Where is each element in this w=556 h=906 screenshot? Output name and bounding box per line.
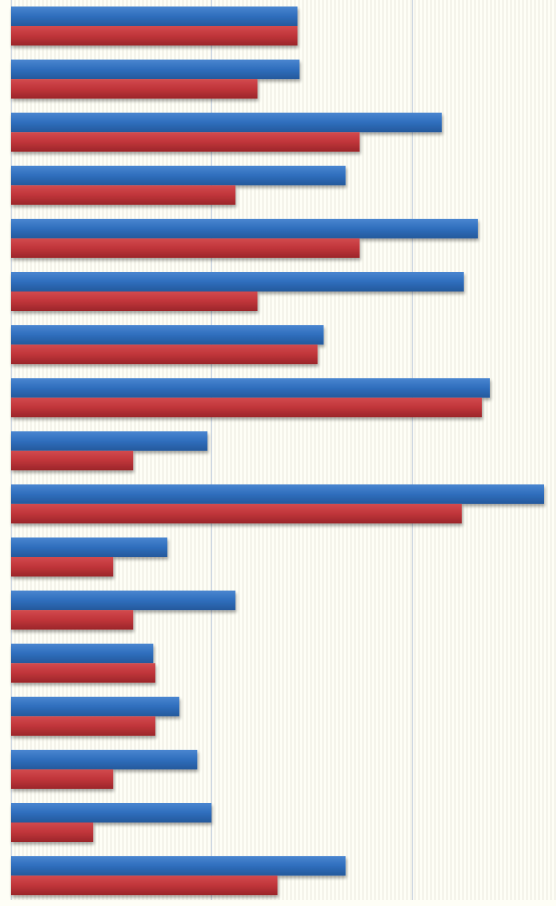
bar-series1-row10 — [11, 484, 544, 504]
bar-series2-row11 — [11, 557, 114, 577]
bar-group-14 — [11, 696, 180, 736]
bar-series2-row3 — [11, 132, 360, 152]
bar-group-17 — [11, 856, 346, 896]
bar-group-2 — [11, 59, 300, 99]
bar-group-4 — [11, 165, 346, 205]
bar-series2-row6 — [11, 291, 258, 311]
bar-series1-row3 — [11, 112, 442, 133]
bar-group-12 — [11, 590, 236, 630]
bar-series1-row14 — [11, 696, 180, 717]
bar-series1-row5 — [11, 218, 478, 239]
bar-group-15 — [11, 749, 198, 789]
bar-series1-row7 — [11, 325, 324, 345]
bars — [11, 6, 544, 896]
bar-series2-row16 — [11, 822, 94, 842]
bar-series2-row14 — [11, 716, 156, 736]
bar-series1-row2 — [11, 59, 300, 80]
bar-group-11 — [11, 537, 168, 577]
bar-series1-row4 — [11, 165, 346, 186]
bar-series2-row1 — [11, 26, 298, 46]
bar-series2-row13 — [11, 663, 156, 683]
bar-group-1 — [11, 6, 298, 46]
bar-series1-row11 — [11, 537, 168, 557]
bar-series1-row12 — [11, 590, 236, 611]
bar-series2-row5 — [11, 238, 360, 258]
bar-series1-row6 — [11, 272, 464, 292]
bar-group-3 — [11, 112, 442, 152]
bar-series2-row17 — [11, 875, 278, 896]
bar-series2-row9 — [11, 450, 134, 471]
bar-group-13 — [11, 643, 156, 683]
bar-series1-row16 — [11, 803, 212, 823]
bar-series2-row7 — [11, 344, 318, 365]
bar-series1-row17 — [11, 856, 346, 876]
bar-group-6 — [11, 272, 464, 311]
bar-series1-row8 — [11, 378, 490, 398]
bar-group-7 — [11, 325, 324, 365]
bar-series1-row15 — [11, 749, 198, 770]
bar-group-8 — [11, 378, 490, 418]
bar-series1-row9 — [11, 431, 208, 451]
bar-series1-row13 — [11, 643, 154, 664]
bar-group-10 — [11, 484, 544, 524]
bar-series2-row8 — [11, 397, 482, 418]
bar-series1-row1 — [11, 6, 298, 26]
bar-series2-row15 — [11, 769, 114, 789]
bar-group-9 — [11, 431, 208, 471]
bar-series2-row2 — [11, 79, 258, 99]
bar-group-5 — [11, 218, 478, 258]
bar-series2-row12 — [11, 610, 134, 630]
bar-group-16 — [11, 803, 212, 842]
bar-series2-row10 — [11, 503, 462, 524]
bar-series2-row4 — [11, 185, 236, 205]
